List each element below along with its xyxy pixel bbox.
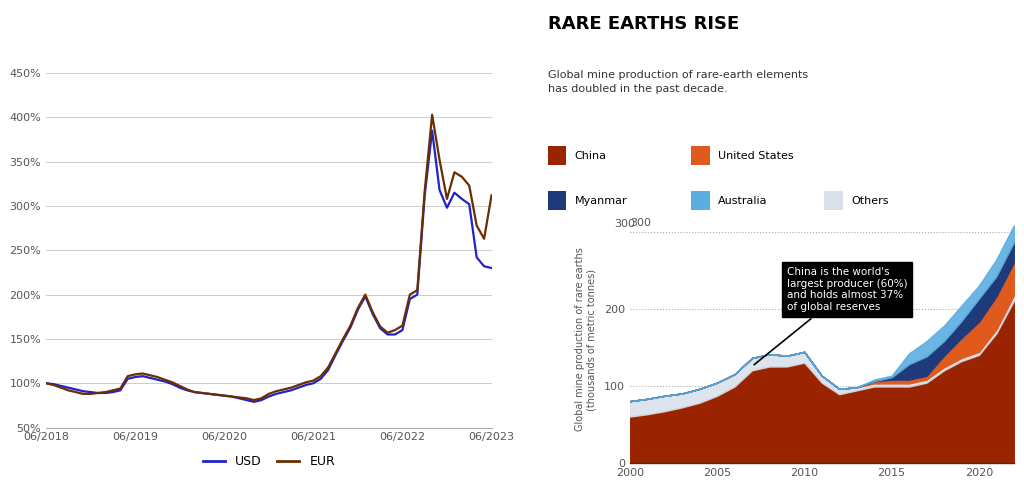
USD [196, 390, 208, 396]
EUR [285, 385, 297, 391]
Line: USD: USD [46, 131, 492, 402]
Text: China is the world's
largest producer (60%)
and holds almost 37%
of global reser: China is the world's largest producer (6… [754, 267, 907, 365]
Text: RARE EARTHS RISE: RARE EARTHS RISE [548, 15, 739, 33]
EUR [143, 372, 156, 378]
USD [314, 376, 327, 382]
Text: Australia: Australia [718, 196, 767, 206]
Legend: USD, EUR: USD, EUR [198, 450, 340, 473]
EUR [485, 192, 498, 198]
EUR [129, 371, 141, 377]
USD [40, 380, 52, 386]
USD [285, 387, 297, 393]
EUR [314, 373, 327, 379]
Text: Myanmar: Myanmar [574, 196, 627, 206]
Text: Global mine production of rare-earth elements
has doubled in the past decade.: Global mine production of rare-earth ele… [548, 70, 808, 94]
Text: United States: United States [718, 151, 794, 161]
EUR [440, 196, 453, 202]
EUR [248, 397, 260, 403]
Text: China: China [574, 151, 606, 161]
Y-axis label: Global mine production of rare earths
(thousands of metric tonnes): Global mine production of rare earths (t… [575, 247, 597, 432]
EUR [426, 112, 438, 118]
USD [143, 375, 156, 381]
EUR [40, 380, 52, 386]
USD [485, 265, 498, 271]
Text: Others: Others [851, 196, 889, 206]
Text: 300: 300 [630, 218, 651, 228]
USD [440, 205, 453, 211]
Text: 300: 300 [614, 219, 636, 229]
EUR [196, 390, 208, 396]
USD [248, 399, 260, 405]
USD [426, 128, 438, 134]
Line: EUR: EUR [46, 115, 492, 400]
USD [129, 374, 141, 380]
